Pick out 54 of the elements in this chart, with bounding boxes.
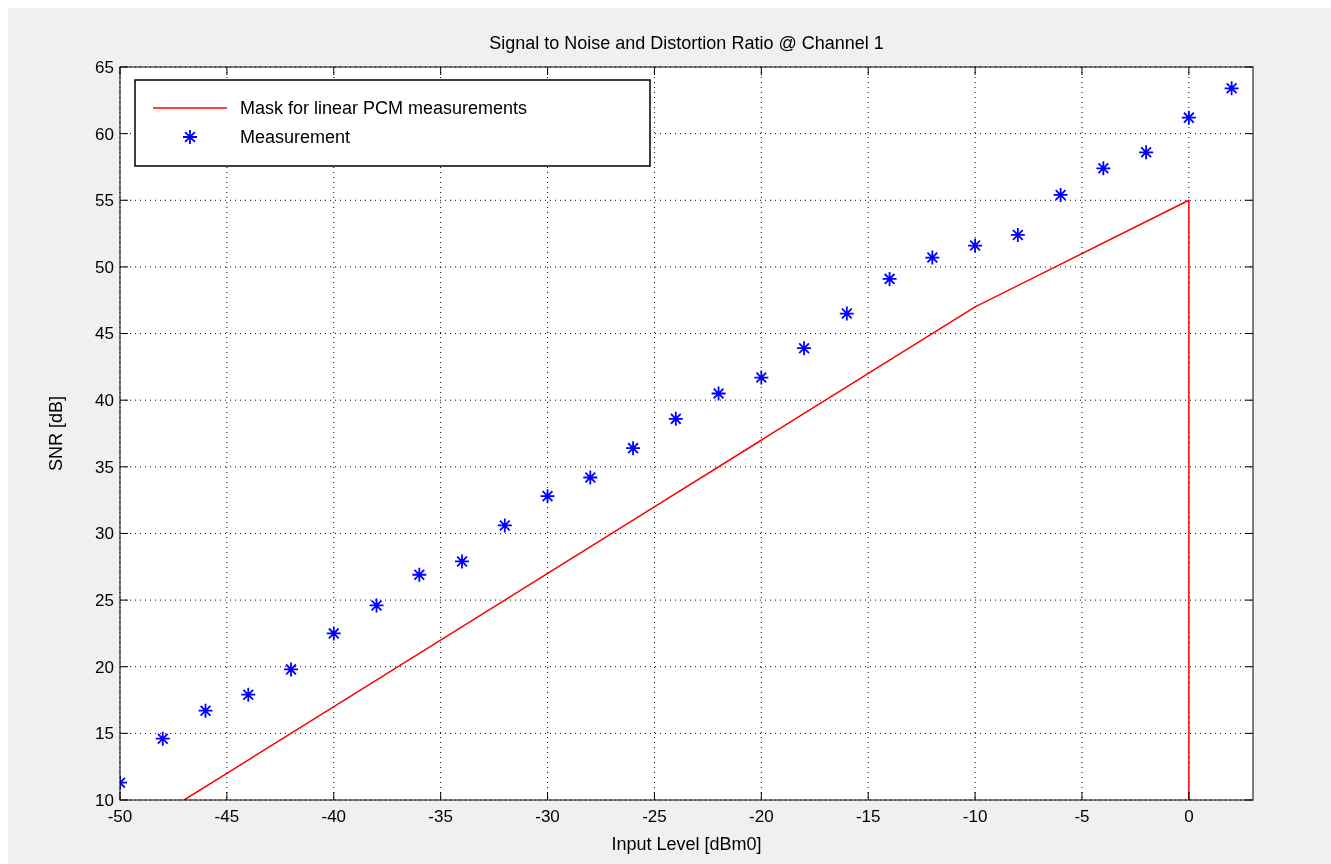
y-axis-title: SNR [dB] <box>46 395 66 472</box>
y-tick-label: 30 <box>95 524 114 544</box>
x-tick-label: -20 <box>749 807 774 826</box>
legend-label: Mask for linear PCM measurements <box>240 98 528 119</box>
point <box>283 661 299 678</box>
x-tick-label: -10 <box>962 807 988 826</box>
x-tick-label: -45 <box>214 807 240 826</box>
y-tick-label: 15 <box>95 724 114 744</box>
point <box>368 597 385 614</box>
y-tick-label: 50 <box>95 257 114 277</box>
point <box>154 730 171 747</box>
point <box>1180 109 1197 126</box>
point <box>1009 227 1026 243</box>
y-tick-label: 60 <box>95 124 114 144</box>
x-tick-label: -5 <box>1074 807 1090 826</box>
point <box>710 385 727 402</box>
point <box>325 625 342 642</box>
point <box>411 566 428 583</box>
y-tick-label: 40 <box>95 391 114 411</box>
point <box>796 340 812 357</box>
point <box>924 249 941 266</box>
x-tick-label: -35 <box>428 807 453 826</box>
y-tick-label: 45 <box>95 324 114 344</box>
point <box>582 469 599 486</box>
point <box>1223 80 1240 97</box>
y-tick-label: 10 <box>95 790 114 810</box>
x-tick-label: -40 <box>321 807 347 826</box>
y-tick-label: 25 <box>95 591 114 611</box>
y-tick-label: 65 <box>95 57 114 77</box>
x-tick-label: -30 <box>535 807 560 826</box>
point <box>967 237 983 254</box>
x-axis-title: Input Level [dBm0] <box>611 834 762 854</box>
chart-title: Signal to Noise and Distortion Ratio @ Channel 1 <box>489 33 884 53</box>
x-tick-label: -50 <box>107 807 133 826</box>
y-tick-label: 35 <box>95 457 114 477</box>
point <box>1052 187 1069 203</box>
x-tick-label: -15 <box>855 807 881 826</box>
y-tick-label: 20 <box>95 657 114 677</box>
x-tick-label: -25 <box>642 807 667 826</box>
point <box>1138 144 1155 161</box>
legend-label: Measurement <box>240 127 351 148</box>
y-tick-label: 55 <box>95 191 114 211</box>
point <box>240 686 257 703</box>
point <box>753 369 770 386</box>
point <box>1095 160 1112 177</box>
point <box>197 702 214 719</box>
point <box>881 271 898 287</box>
point <box>496 517 513 534</box>
point <box>667 410 684 427</box>
point <box>539 488 556 505</box>
x-tick-label: 0 <box>1184 807 1194 826</box>
point <box>838 305 855 322</box>
point <box>625 440 641 457</box>
point <box>454 553 470 570</box>
